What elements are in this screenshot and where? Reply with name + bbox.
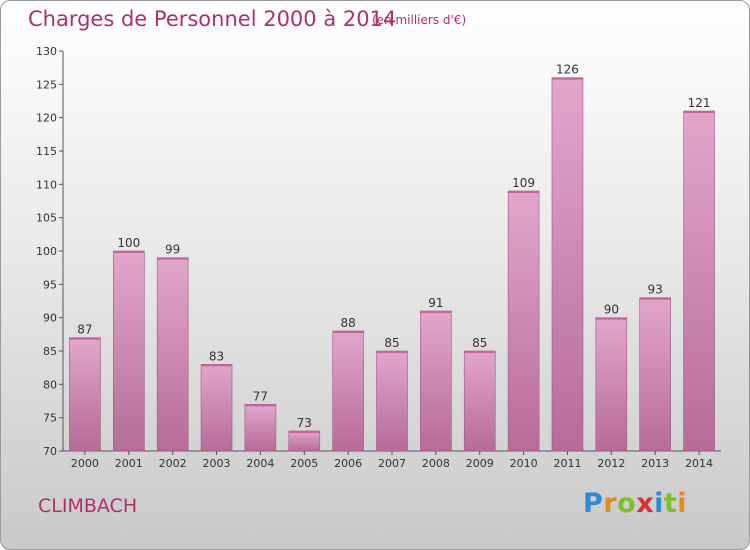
x-tick-label: 2008	[422, 457, 450, 470]
bar-top-edge	[201, 364, 233, 367]
bar	[288, 430, 321, 452]
logo-letter: t	[663, 488, 678, 519]
bar-top-edge	[420, 311, 452, 313]
y-tick-label: 90	[43, 312, 57, 325]
bar-top-edge	[244, 404, 276, 407]
bar-value-label: 85	[384, 336, 399, 350]
x-tick-label: 2014	[685, 457, 713, 470]
x-tick-label: 2006	[334, 457, 362, 470]
bar	[683, 110, 715, 452]
x-tick-label: 2001	[115, 457, 143, 470]
bar-top-edge	[69, 337, 101, 340]
bar-top-edge	[551, 77, 583, 80]
bar-top-edge	[683, 111, 715, 113]
bar	[244, 404, 277, 452]
bar-value-label: 99	[165, 243, 180, 257]
logo-letter: i	[677, 488, 688, 519]
place-name: CLIMBACH	[38, 495, 138, 517]
bar	[113, 250, 145, 452]
x-tick-label: 2009	[466, 457, 494, 470]
bar	[69, 337, 101, 452]
bar-top-edge	[639, 297, 671, 300]
bar-value-label: 126	[556, 63, 579, 77]
bar	[420, 310, 452, 452]
x-tick-label: 2002	[159, 457, 187, 470]
y-tick-label: 115	[36, 145, 57, 158]
bar	[156, 257, 189, 452]
bar-top-edge	[288, 431, 320, 433]
bar	[332, 330, 364, 452]
bar-value-label: 83	[209, 349, 224, 363]
y-tick-label: 125	[36, 78, 57, 91]
bar-top-edge	[113, 251, 145, 253]
bar	[639, 297, 672, 452]
y-tick-label: 75	[43, 412, 57, 425]
chart-title: Charges de Personnel 2000 à 2014	[28, 7, 397, 31]
y-tick-label: 110	[36, 178, 57, 191]
bar	[376, 350, 408, 452]
chart-subtitle: (en milliers d'€)	[372, 13, 467, 27]
bar-value-label: 91	[428, 296, 443, 310]
y-tick-label: 85	[43, 345, 57, 358]
x-tick-label: 2013	[641, 457, 669, 470]
bar-value-label: 93	[648, 283, 663, 297]
x-tick-label: 2010	[510, 457, 538, 470]
bar-top-edge	[376, 351, 408, 353]
bar-value-label: 88	[340, 316, 355, 330]
bar-top-edge	[464, 351, 496, 353]
logo-letter: x	[636, 488, 655, 519]
y-tick-label: 95	[43, 278, 57, 291]
y-tick-label: 70	[43, 445, 57, 458]
bar-value-label: 87	[77, 323, 92, 337]
bar-top-edge	[157, 257, 189, 260]
bar-value-label: 109	[512, 176, 535, 190]
y-tick-label: 100	[36, 245, 57, 258]
bar	[595, 317, 628, 452]
bar-value-label: 100	[117, 236, 140, 250]
x-tick-label: 2012	[597, 457, 625, 470]
y-tick-label: 120	[36, 112, 57, 125]
x-tick-label: 2007	[378, 457, 406, 470]
x-tick-label: 2000	[71, 457, 99, 470]
y-tick-label: 80	[43, 378, 57, 391]
logo-letter: P	[583, 488, 604, 519]
bar	[463, 350, 496, 452]
logo-letter: o	[617, 488, 637, 519]
x-tick-label: 2005	[290, 457, 318, 470]
x-tick-label: 2003	[203, 457, 231, 470]
bar-value-label: 73	[297, 416, 312, 430]
bar-value-label: 90	[604, 303, 619, 317]
proxiti-logo: Proxiti	[583, 488, 687, 519]
bar-value-label: 77	[253, 389, 268, 403]
bar-value-label: 85	[472, 336, 487, 350]
x-tick-label: 2011	[553, 457, 581, 470]
logo-letter: r	[603, 488, 618, 519]
bar-top-edge	[595, 317, 627, 320]
logo-letter: i	[654, 488, 664, 519]
bar	[507, 190, 540, 452]
y-tick-label: 105	[36, 212, 57, 225]
x-tick-label: 2004	[246, 457, 274, 470]
bar	[200, 364, 233, 452]
bar-top-edge	[508, 191, 540, 193]
bar-value-label: 121	[688, 96, 711, 110]
bar	[551, 77, 584, 452]
bar-top-edge	[332, 331, 364, 333]
y-tick-label: 130	[36, 45, 57, 58]
